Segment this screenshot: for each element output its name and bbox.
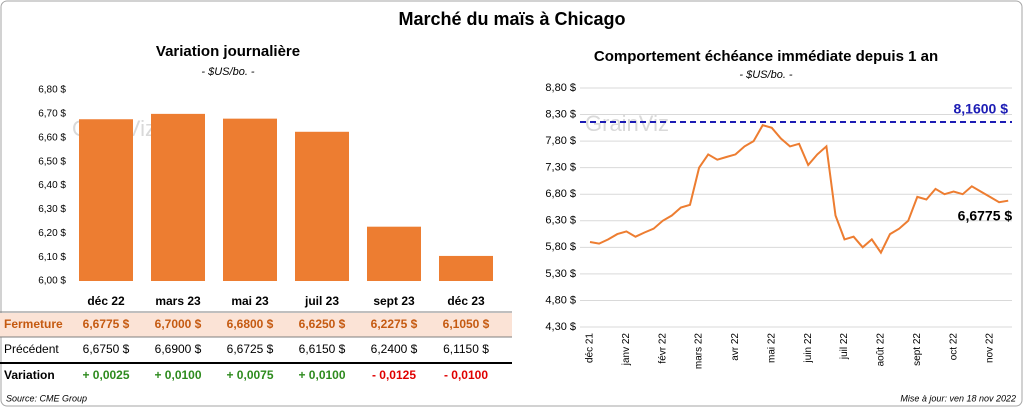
x-tick-label: sept 23: [373, 294, 415, 308]
x-tick-label: déc 23: [447, 294, 485, 308]
x-tick-label: juil 22: [839, 333, 850, 361]
y-tick-label: 6,10 $: [38, 252, 66, 263]
table-cell: 6,2275 $: [371, 317, 418, 331]
fermeture-row-bg: [0, 313, 512, 337]
table-cell: + 0,0025: [82, 368, 129, 382]
row-label: Variation: [4, 368, 55, 382]
bar: [79, 119, 133, 281]
price-line: [589, 124, 1009, 255]
table-cell: 6,6900 $: [155, 342, 202, 356]
bar: [223, 118, 277, 282]
bar: [295, 131, 349, 281]
y-tick-label: 6,20 $: [38, 228, 66, 239]
x-tick-label: déc 21: [585, 333, 596, 363]
row-label: Précédent: [4, 342, 59, 356]
table-cell: 6,6725 $: [227, 342, 274, 356]
table-cell: 6,6800 $: [227, 317, 274, 331]
x-tick-label: nov 22: [985, 333, 996, 363]
y-tick-label: 7,80 $: [545, 135, 576, 147]
chart-subtitle: - $US/bo. -: [739, 69, 793, 81]
table-cell: 6,6775 $: [83, 317, 130, 331]
y-tick-label: 6,60 $: [38, 132, 66, 143]
y-tick-label: 6,80 $: [545, 188, 576, 200]
table-cell: 6,1150 $: [443, 342, 489, 356]
chart-title: Comportement échéance immédiate depuis 1…: [594, 48, 938, 65]
table-cell: 6,7000 $: [155, 317, 202, 331]
x-tick-label: mars 23: [155, 294, 201, 308]
x-tick-label: sept 22: [912, 333, 923, 366]
value-label: 6,6775 $: [958, 207, 1013, 223]
x-tick-label: janv 22: [621, 333, 632, 367]
y-tick-label: 5,80 $: [545, 241, 576, 253]
x-tick-label: mai 23: [231, 294, 269, 308]
x-tick-label: oct 22: [948, 333, 959, 361]
y-tick-label: 6,30 $: [545, 215, 576, 227]
x-tick-label: févr 22: [657, 333, 668, 364]
bar: [439, 255, 493, 281]
table-cell: + 0,0100: [298, 368, 345, 382]
x-tick-label: mars 22: [694, 333, 705, 370]
y-tick-label: 6,70 $: [38, 109, 66, 120]
table-cell: + 0,0075: [226, 368, 273, 382]
chart-subtitle: - $US/bo. -: [201, 66, 255, 78]
table-cell: - 0,0100: [444, 368, 488, 382]
y-tick-label: 7,30 $: [545, 162, 576, 174]
main-title: Marché du maïs à Chicago: [398, 9, 625, 29]
y-tick-label: 5,30 $: [545, 268, 576, 280]
x-tick-label: juin 22: [803, 333, 814, 364]
y-tick-label: 8,30 $: [545, 108, 576, 120]
bar: [151, 113, 205, 281]
x-tick-label: déc 22: [87, 294, 125, 308]
reference-label: 8,1600 $: [954, 101, 1009, 117]
table-cell: 6,2400 $: [371, 342, 418, 356]
table-cell: 6,6150 $: [299, 342, 346, 356]
y-tick-label: 6,40 $: [38, 180, 66, 191]
table-cell: 6,6750 $: [83, 342, 130, 356]
y-tick-label: 8,80 $: [545, 82, 576, 94]
table-cell: 6,1050 $: [443, 317, 490, 331]
y-tick-label: 4,30 $: [545, 321, 576, 333]
table-cell: + 0,0100: [154, 368, 201, 382]
source: Source: CME Group: [6, 393, 87, 403]
y-tick-label: 4,80 $: [545, 294, 576, 306]
table-cell: - 0,0125: [372, 368, 416, 382]
x-tick-label: avr 22: [730, 333, 741, 361]
y-tick-label: 6,30 $: [38, 204, 66, 215]
x-tick-label: juil 23: [304, 294, 339, 308]
y-tick-label: 6,50 $: [38, 156, 66, 167]
bar: [367, 226, 421, 281]
chart-title: Variation journalière: [156, 43, 300, 60]
updated: Mise à jour: ven 18 nov 2022: [900, 393, 1016, 403]
y-tick-label: 6,80 $: [38, 85, 66, 96]
x-tick-label: mai 22: [766, 333, 777, 363]
x-tick-label: août 22: [876, 333, 887, 367]
y-tick-label: 6,00 $: [38, 276, 66, 287]
table-cell: 6,6250 $: [299, 317, 346, 331]
row-label: Fermeture: [4, 317, 63, 331]
